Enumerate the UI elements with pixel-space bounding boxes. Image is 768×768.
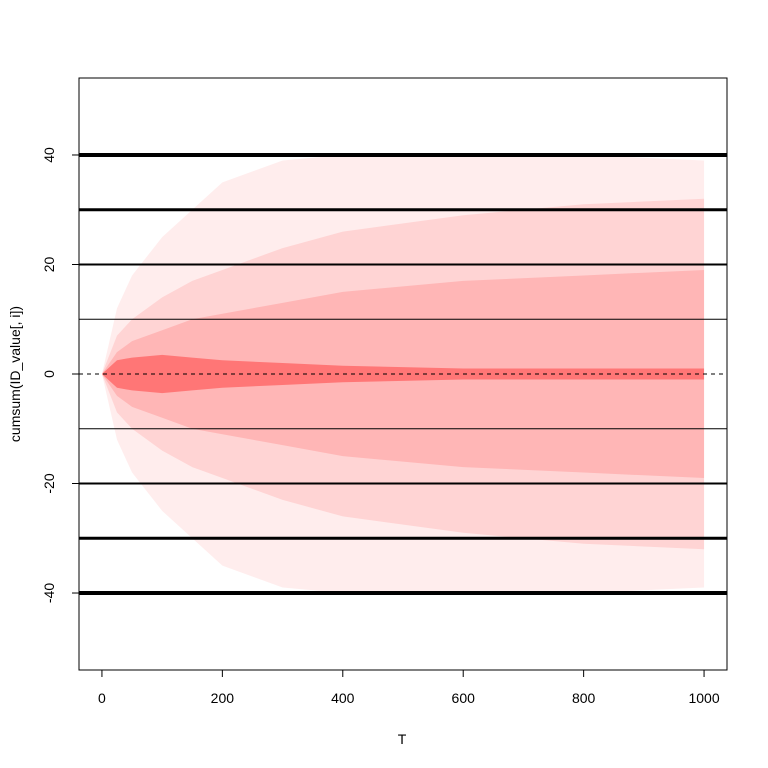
x-tick-label: 0 — [98, 690, 106, 706]
x-tick-label: 600 — [452, 690, 476, 706]
y-axis-title: cumsum(ID_value[, i]) — [7, 306, 23, 442]
y-tick-label: 0 — [41, 370, 57, 378]
y-tick-label: 40 — [41, 147, 57, 163]
x-tick-label: 400 — [331, 690, 355, 706]
x-axis-title: T — [398, 731, 407, 747]
x-tick-label: 1000 — [688, 690, 719, 706]
y-tick-label: -20 — [41, 473, 57, 493]
y-tick-label: -40 — [41, 583, 57, 603]
x-tick-label: 800 — [572, 690, 596, 706]
y-tick-label: 20 — [41, 256, 57, 272]
x-tick-label: 200 — [211, 690, 235, 706]
